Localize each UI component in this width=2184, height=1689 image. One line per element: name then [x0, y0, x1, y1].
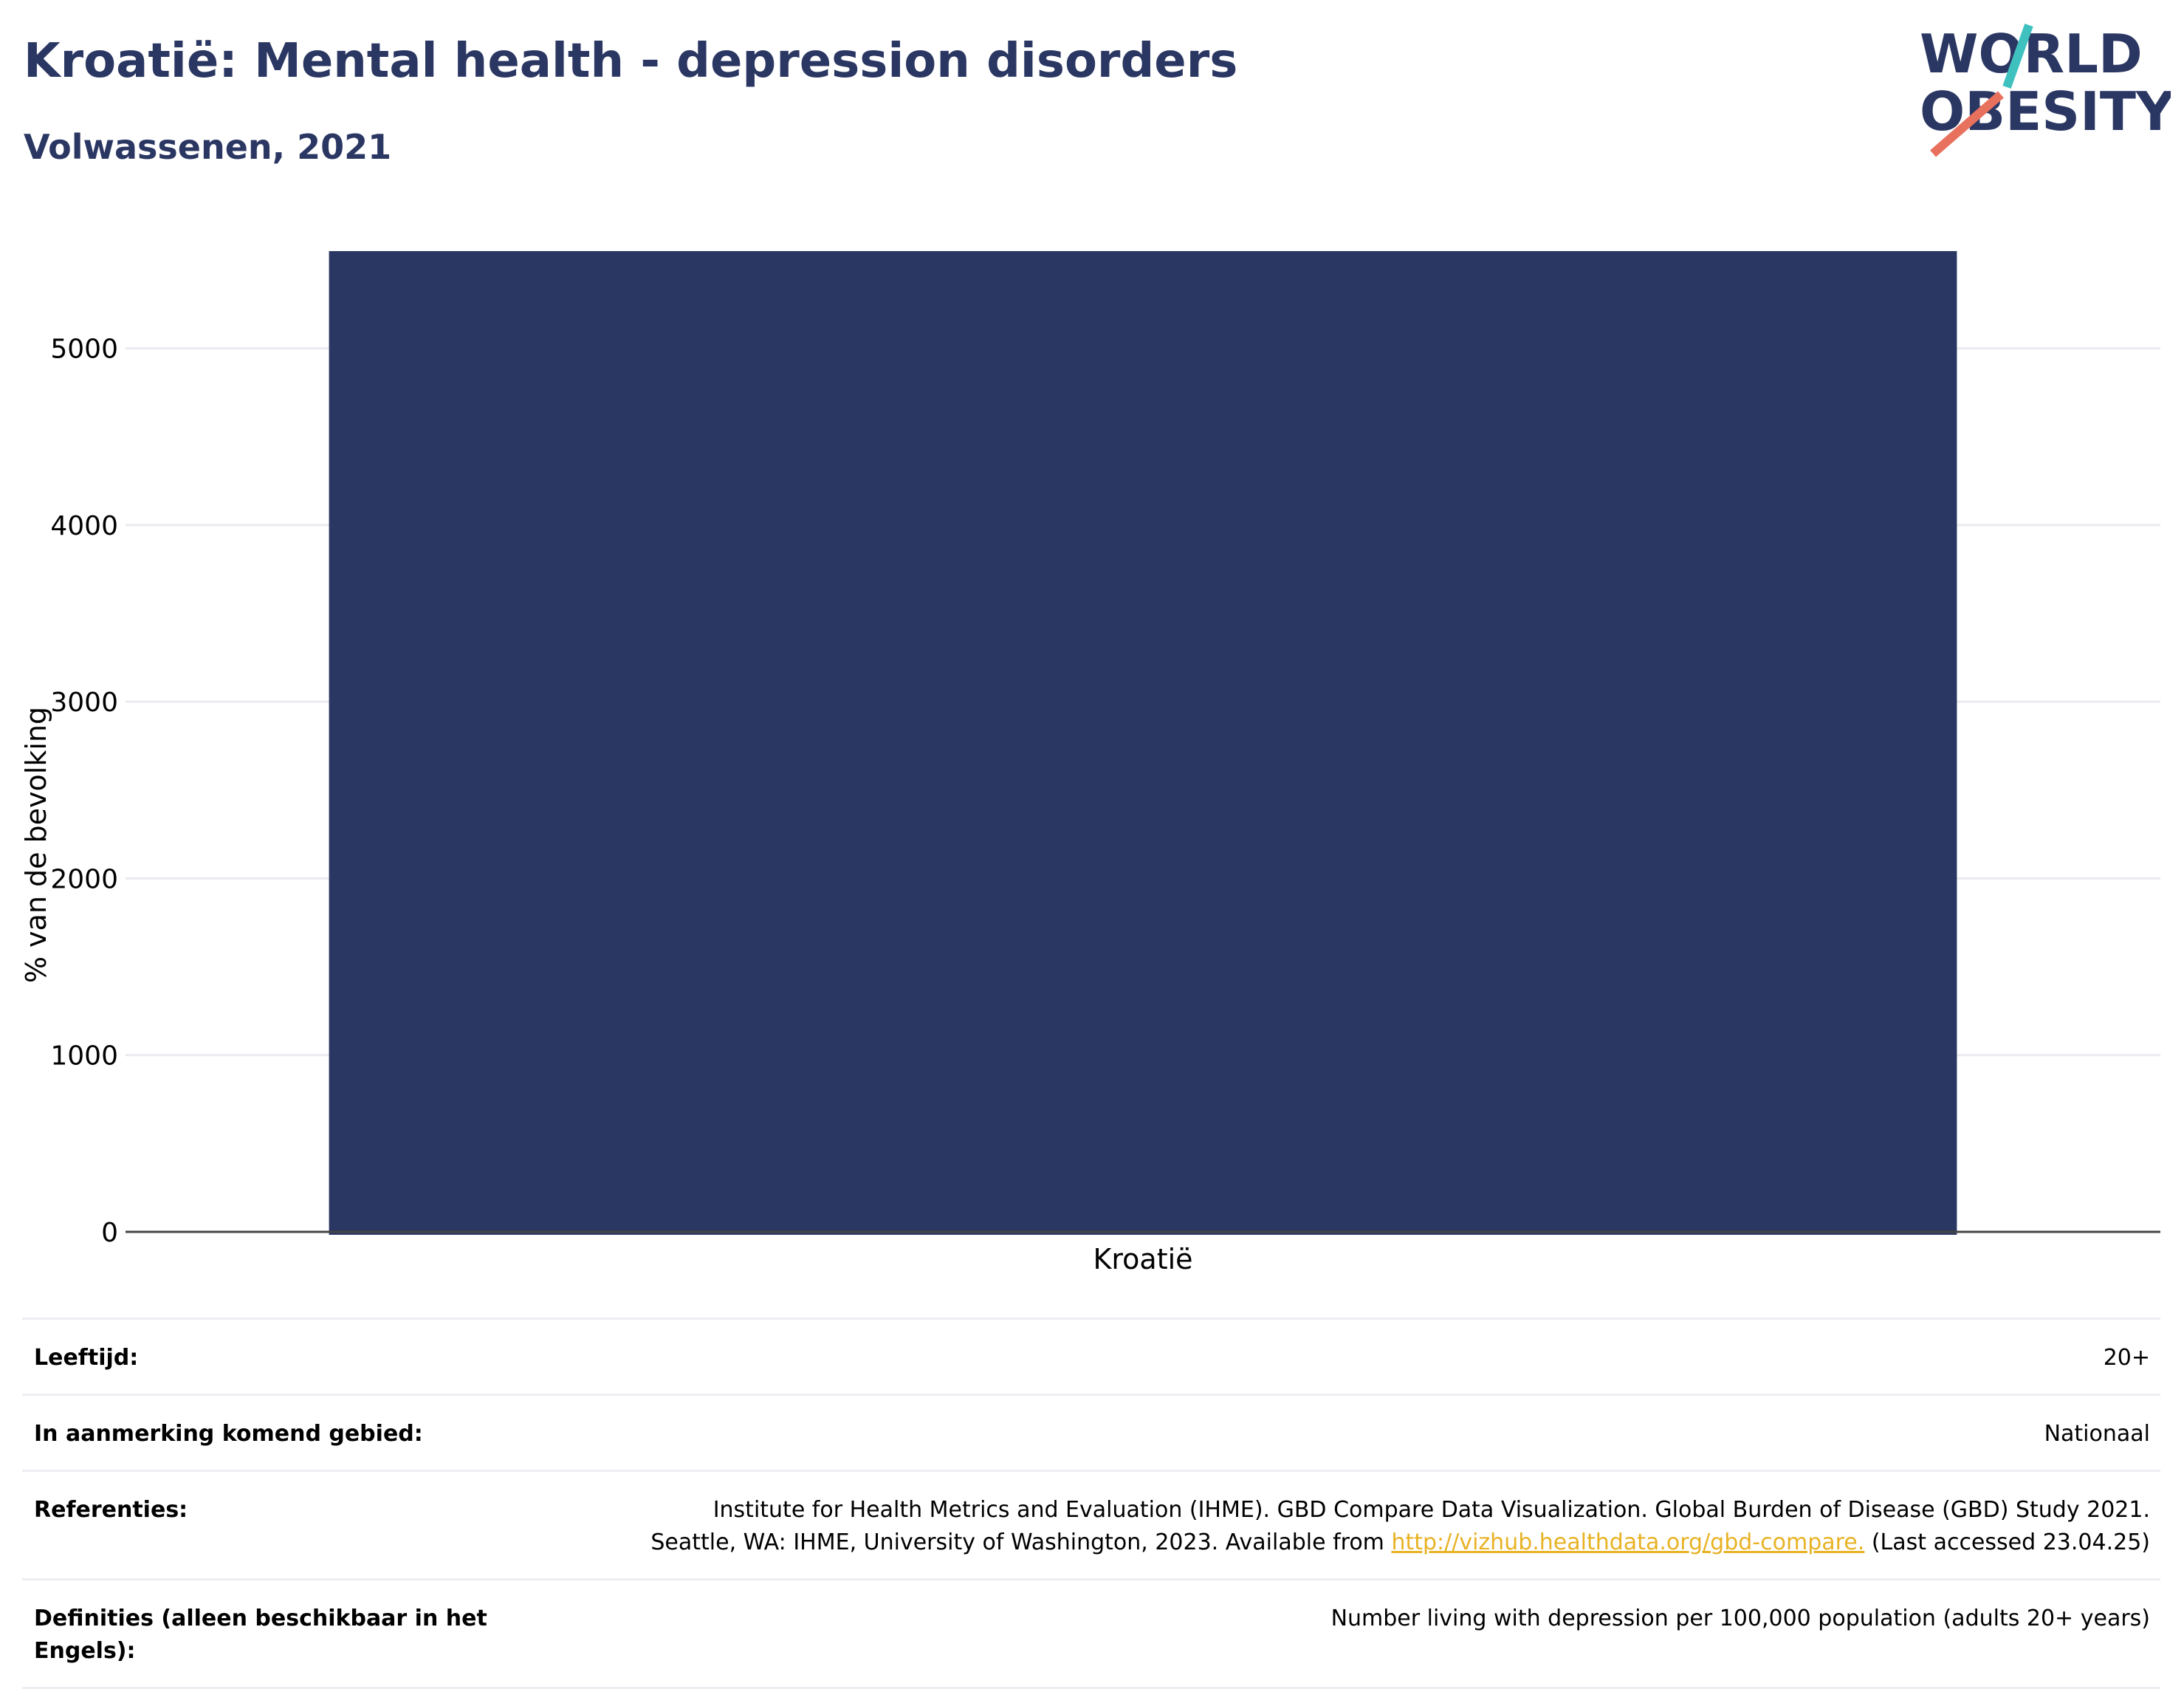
y-tick-label: 5000 — [50, 335, 118, 365]
y-tick-label: 2000 — [50, 864, 118, 894]
meta-label: In aanmerking komend gebied: — [34, 1421, 423, 1447]
x-tick-labels: Kroatië — [1093, 1243, 1192, 1275]
meta-label: Definities (alleen beschikbaar in het En… — [34, 1606, 487, 1664]
meta-row-references: Referenties: Institute for Health Metric… — [22, 1470, 2160, 1578]
bars — [329, 251, 1957, 1235]
y-tick-label: 3000 — [50, 688, 118, 718]
meta-row-age: Leeftijd: 20+ — [22, 1318, 2160, 1394]
reference-link[interactable]: http://vizhub.healthdata.org/gbd-compare… — [1391, 1529, 1865, 1555]
bar-chart: 0 1000 2000 3000 4000 5000 Kroatië % van de b… — [20, 251, 2160, 1275]
logo-slash-teal — [2002, 23, 2033, 89]
reference-line-2: Seattle, WA: IHME, University of Washing… — [521, 1527, 2150, 1559]
meta-value: 20+ — [2103, 1345, 2150, 1371]
logo-word-world: WORLD — [1920, 23, 2143, 85]
meta-row-area: In aanmerking komend gebied: Nationaal — [22, 1394, 2160, 1470]
logo-slash-coral — [1930, 91, 2004, 157]
meta-value: Institute for Health Metrics and Evaluat… — [521, 1494, 2150, 1559]
y-axis-label: % van de bevolking — [20, 707, 52, 983]
y-tick-label: 0 — [101, 1218, 118, 1248]
meta-label: Referenties: — [34, 1497, 188, 1523]
meta-value: Nationaal — [2044, 1421, 2150, 1447]
meta-row-definitions: Definities (alleen beschikbaar in het En… — [22, 1578, 2160, 1689]
world-obesity-logo: WORLD OBESITY — [1920, 23, 2171, 157]
y-tick-label: 1000 — [50, 1041, 118, 1072]
meta-value: Number living with depression per 100,00… — [1330, 1606, 2150, 1631]
metadata-table: Leeftijd: 20+ In aanmerking komend gebie… — [22, 1318, 2160, 1689]
reference-line-1: Institute for Health Metrics and Evaluat… — [712, 1497, 2150, 1523]
meta-label: Leeftijd: — [34, 1345, 139, 1371]
chart-title: Kroatië: Mental health - depression diso… — [24, 34, 1238, 89]
y-tick-label: 4000 — [50, 511, 118, 541]
bar — [329, 251, 1957, 1235]
x-tick-label: Kroatië — [1093, 1243, 1192, 1275]
chart-subtitle: Volwassenen, 2021 — [24, 127, 392, 167]
y-tick-labels: 0 1000 2000 3000 4000 5000 — [50, 335, 118, 1248]
reference-text: Seattle, WA: IHME, University of Washing… — [650, 1529, 1392, 1555]
reference-accessed: (Last accessed 23.04.25) — [1864, 1529, 2150, 1555]
